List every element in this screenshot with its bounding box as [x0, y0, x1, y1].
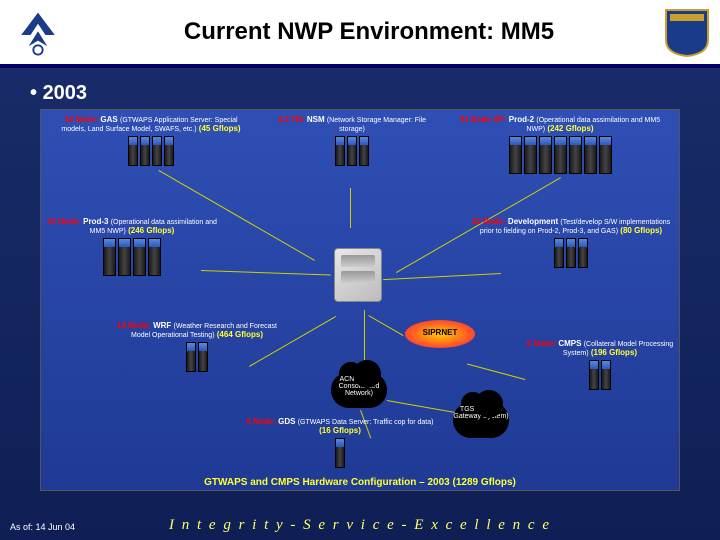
rack-icon [578, 238, 588, 268]
cloud-label: ACN (AFWA Consolidated Network) [331, 376, 387, 397]
cluster-label: 91 Node SP: Prod-2 (Operational data ass… [453, 116, 667, 134]
connector-line [350, 188, 351, 228]
cluster-prod3: 41 Node: Prod-3 (Operational data assimi… [47, 218, 217, 276]
motto: I n t e g r i t y - S e r v i c e - E x … [0, 517, 720, 534]
rack-icon [133, 238, 146, 276]
rack-icon [347, 136, 357, 166]
rack-icon [335, 136, 345, 166]
page-title: Current NWP Environment: MM5 [78, 18, 710, 46]
rack-icon [103, 238, 116, 276]
cluster-label: 4.2 TB: NSM (Network Storage Manager: Fi… [277, 116, 427, 134]
cluster-gds: 6 Node: GDS (GTWAPS Data Server: Traffic… [245, 418, 435, 468]
cluster-wrf: 14 Node: WRF (Weather Research and Forec… [117, 322, 277, 372]
rack-icon [186, 342, 196, 372]
connector-line [467, 364, 525, 380]
rack-icon [524, 136, 537, 174]
rack-icon [118, 238, 131, 276]
siprnet-label: SIPRNET [405, 328, 475, 337]
cluster-label: 6 Node: CMPS (Collateral Model Processin… [525, 340, 675, 358]
cluster-label: 6 Node: GDS (GTWAPS Data Server: Traffic… [245, 418, 435, 436]
rack-icons [61, 136, 241, 166]
cluster-gas: 12 Node: GAS (GTWAPS Application Server:… [61, 116, 241, 166]
rack-icon [601, 360, 611, 390]
rack-icon [554, 238, 564, 268]
rack-icons [277, 136, 427, 166]
cloud-tgs: TGS (Trusted Gateway System) [453, 402, 509, 438]
cluster-cmps: 6 Node: CMPS (Collateral Model Processin… [525, 340, 675, 390]
cluster-dev: 22 Node: Development (Test/develop S/W i… [471, 218, 671, 268]
cloud-label: TGS (Trusted Gateway System) [453, 406, 509, 420]
cluster-nsm: 4.2 TB: NSM (Network Storage Manager: Fi… [277, 116, 427, 166]
storage-icon [331, 248, 385, 308]
cluster-label: 41 Node: Prod-3 (Operational data assimi… [47, 218, 217, 236]
siprnet-badge: SIPRNET [405, 320, 475, 348]
diagram-caption: GTWAPS and CMPS Hardware Configuration –… [41, 477, 679, 488]
cloud-acn: ACN (AFWA Consolidated Network) [331, 372, 387, 408]
cluster-label: 14 Node: WRF (Weather Research and Forec… [117, 322, 277, 340]
rack-icons [47, 238, 217, 276]
connector-line [201, 270, 331, 276]
rack-icon [359, 136, 369, 166]
rack-icons [117, 342, 277, 372]
cluster-prod2: 91 Node SP: Prod-2 (Operational data ass… [453, 116, 667, 174]
rack-icon [148, 238, 161, 276]
rack-icon [128, 136, 138, 166]
rack-icon [566, 238, 576, 268]
rack-icon [554, 136, 567, 174]
connector-line [387, 400, 456, 413]
hw-diagram: SIPRNET GTWAPS and CMPS Hardware Configu… [40, 109, 680, 491]
rack-icon [198, 342, 208, 372]
year-bullet: • 2003 [30, 82, 720, 105]
rack-icons [525, 360, 675, 390]
rack-icon [584, 136, 597, 174]
rack-icon [140, 136, 150, 166]
af-logo [10, 7, 66, 57]
rack-icon [164, 136, 174, 166]
rack-icon [509, 136, 522, 174]
rack-icon [539, 136, 552, 174]
rack-icon [599, 136, 612, 174]
rack-icons [245, 438, 435, 468]
rack-icon [569, 136, 582, 174]
rack-icons [453, 136, 667, 174]
rack-icon [152, 136, 162, 166]
title-bar: Current NWP Environment: MM5 [0, 0, 720, 68]
cluster-label: 12 Node: GAS (GTWAPS Application Server:… [61, 116, 241, 134]
year-label: 2003 [43, 82, 88, 104]
connector-line [368, 315, 403, 336]
rack-icon [589, 360, 599, 390]
bullet-icon: • [30, 82, 43, 104]
cluster-label: 22 Node: Development (Test/develop S/W i… [471, 218, 671, 236]
connector-line [383, 273, 501, 280]
afwa-shield-icon [664, 6, 710, 58]
rack-icon [335, 438, 345, 468]
rack-icons [471, 238, 671, 268]
